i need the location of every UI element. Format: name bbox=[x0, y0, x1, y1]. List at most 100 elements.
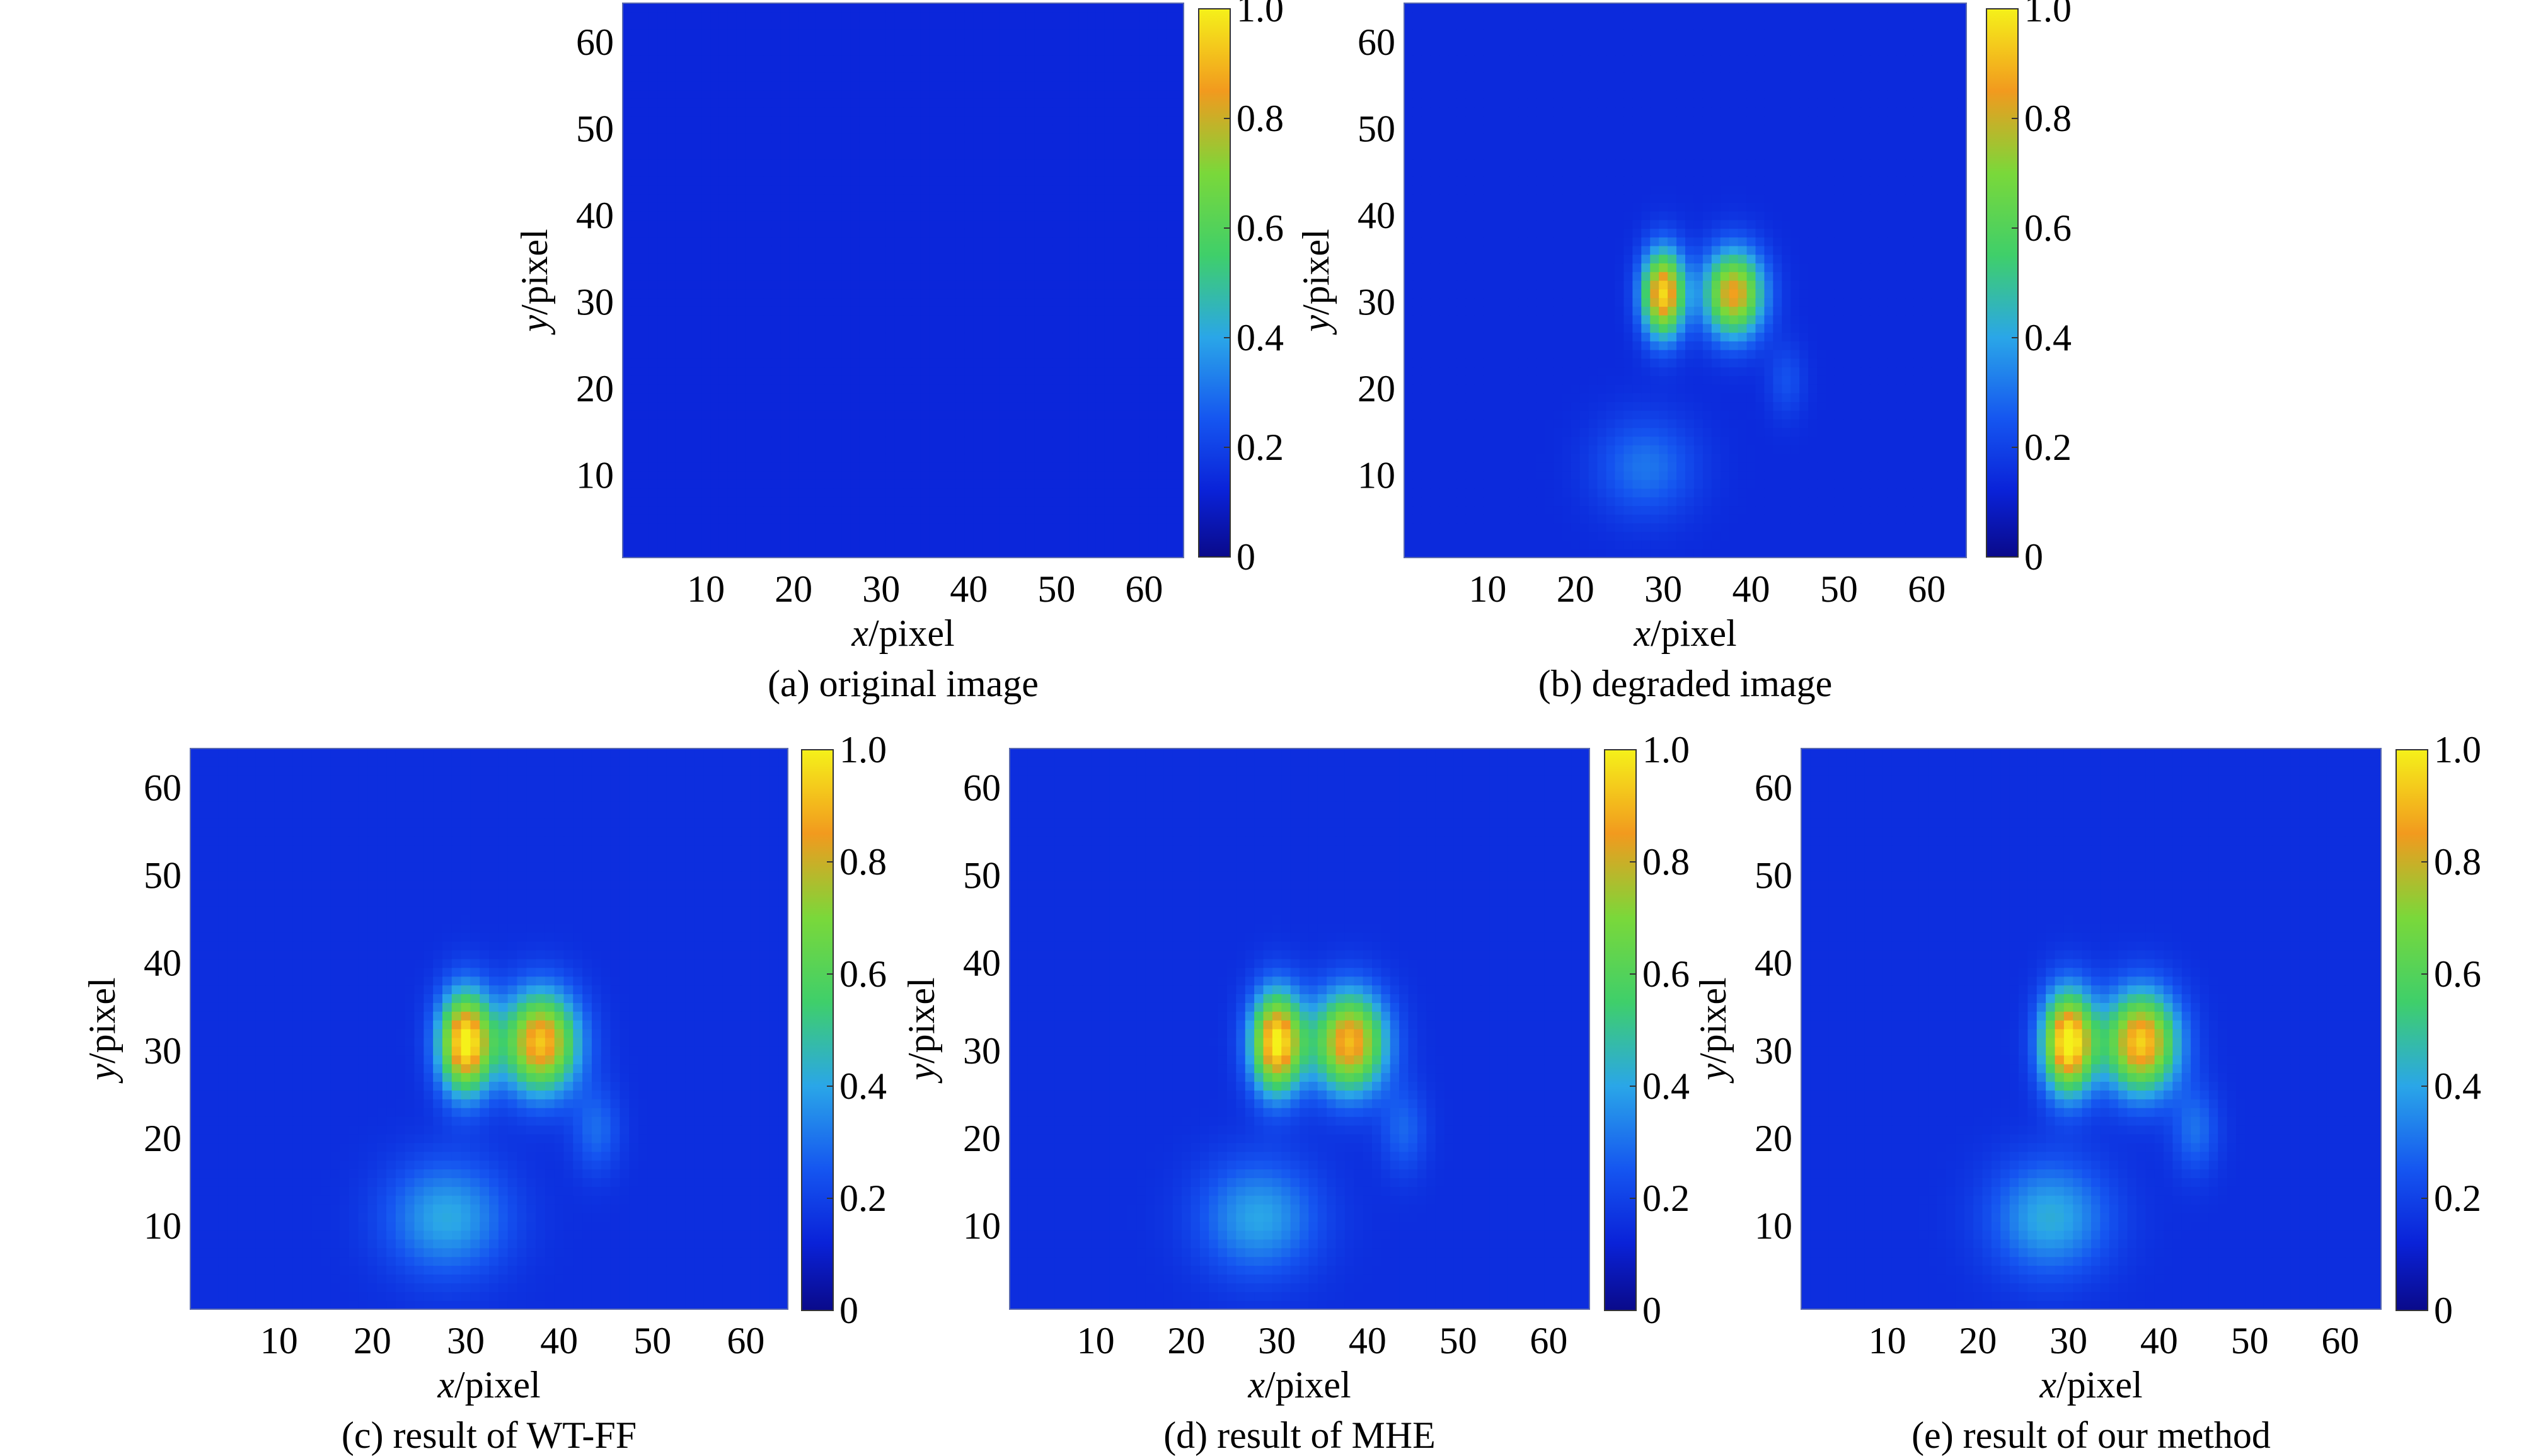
heatmap-cell bbox=[701, 514, 711, 524]
heatmap-cell bbox=[929, 98, 939, 108]
heatmap-cell bbox=[1139, 246, 1149, 255]
heatmap-cell bbox=[955, 115, 965, 125]
heatmap-cell bbox=[911, 98, 921, 108]
heatmap-cell bbox=[1518, 523, 1528, 532]
heatmap-cell bbox=[623, 46, 632, 56]
heatmap-cell bbox=[982, 81, 991, 91]
heatmap-cell bbox=[1104, 306, 1114, 316]
heatmap-cell bbox=[1043, 540, 1053, 549]
heatmap-cell bbox=[1052, 358, 1061, 368]
heatmap-cell bbox=[833, 81, 843, 91]
heatmap-cell bbox=[833, 246, 843, 255]
heatmap-cell bbox=[911, 3, 921, 13]
heatmap-cell bbox=[885, 159, 895, 168]
heatmap-cell bbox=[1650, 479, 1659, 489]
heatmap-cell bbox=[991, 531, 1000, 541]
heatmap-cell bbox=[1087, 531, 1097, 541]
heatmap-cell bbox=[868, 11, 877, 21]
heatmap-cell bbox=[982, 454, 991, 463]
heatmap-cell bbox=[736, 150, 746, 160]
heatmap-cell bbox=[727, 540, 737, 549]
heatmap-cell bbox=[657, 488, 667, 498]
heatmap-cell bbox=[1078, 150, 1088, 160]
heatmap-cell bbox=[1157, 72, 1167, 82]
heatmap-cell bbox=[1175, 272, 1184, 281]
heatmap-cell bbox=[1746, 445, 1756, 454]
heatmap-cell bbox=[649, 107, 659, 117]
heatmap-cell bbox=[929, 384, 939, 394]
heatmap-cell bbox=[623, 375, 632, 385]
heatmap-cell bbox=[1078, 280, 1088, 290]
x-tick-label: 30 bbox=[862, 568, 900, 610]
heatmap-cell bbox=[859, 98, 868, 108]
heatmap-cell bbox=[631, 11, 641, 21]
heatmap-cell bbox=[1025, 133, 1035, 142]
heatmap-cell bbox=[877, 89, 886, 99]
heatmap-cell bbox=[1579, 488, 1589, 498]
heatmap-cell bbox=[1843, 531, 1853, 541]
heatmap-cell bbox=[903, 350, 913, 359]
heatmap-cell bbox=[754, 254, 764, 264]
heatmap-cell bbox=[850, 297, 860, 307]
heatmap-cell bbox=[1166, 38, 1175, 47]
heatmap-cell bbox=[1043, 159, 1053, 168]
heatmap-cell bbox=[666, 159, 676, 168]
heatmap-cell bbox=[1087, 488, 1097, 498]
heatmap-cell bbox=[1122, 350, 1132, 359]
heatmap-cell bbox=[815, 540, 825, 549]
heatmap-cell bbox=[1166, 193, 1175, 203]
heatmap-cell bbox=[911, 81, 921, 91]
heatmap-cell bbox=[666, 272, 676, 281]
heatmap-cell bbox=[955, 488, 965, 498]
heatmap-cell bbox=[1527, 479, 1536, 489]
heatmap-cell bbox=[727, 419, 737, 428]
heatmap-cell bbox=[1905, 462, 1914, 472]
heatmap-cell bbox=[710, 454, 720, 463]
heatmap-cell bbox=[1078, 72, 1088, 82]
heatmap-cell bbox=[754, 55, 764, 64]
heatmap-cell bbox=[1034, 150, 1044, 160]
heatmap-cell bbox=[745, 297, 755, 307]
heatmap-cell bbox=[1913, 462, 1923, 472]
heatmap-cell bbox=[1113, 445, 1123, 454]
heatmap-cell bbox=[1069, 159, 1079, 168]
heatmap-cell bbox=[798, 72, 807, 82]
heatmap-cell bbox=[1043, 375, 1053, 385]
heatmap-cell bbox=[850, 246, 860, 255]
heatmap-cell bbox=[929, 81, 939, 91]
heatmap-cell bbox=[1545, 462, 1554, 472]
heatmap-cell bbox=[850, 306, 860, 316]
heatmap-cell bbox=[657, 315, 667, 324]
heatmap-cell bbox=[859, 384, 868, 394]
heatmap-cell bbox=[701, 367, 711, 376]
heatmap-cell bbox=[763, 384, 773, 394]
heatmap-cell bbox=[991, 211, 1000, 221]
heatmap-cell bbox=[1799, 488, 1809, 498]
heatmap-cell bbox=[1148, 523, 1158, 532]
heatmap-cell bbox=[1104, 263, 1114, 272]
heatmap-cell bbox=[1061, 471, 1070, 480]
heatmap-cell bbox=[710, 523, 720, 532]
heatmap-cell bbox=[999, 176, 1009, 186]
heatmap-cell bbox=[807, 306, 816, 316]
heatmap-cell bbox=[1095, 20, 1105, 30]
heatmap-cell bbox=[1676, 436, 1686, 445]
heatmap-cell bbox=[1166, 228, 1175, 238]
heatmap-cell bbox=[1702, 479, 1712, 489]
heatmap-cell bbox=[1104, 176, 1114, 186]
heatmap-cell bbox=[1166, 540, 1175, 549]
heatmap-cell bbox=[938, 505, 948, 515]
heatmap-cell bbox=[955, 393, 965, 403]
heatmap-cell bbox=[824, 11, 834, 21]
heatmap-cell bbox=[1034, 384, 1044, 394]
heatmap-cell bbox=[1043, 358, 1053, 368]
heatmap-cell bbox=[1052, 332, 1061, 341]
heatmap-cell bbox=[1887, 514, 1897, 524]
heatmap-cell bbox=[684, 297, 693, 307]
heatmap-cell bbox=[947, 462, 957, 472]
heatmap-cell bbox=[1878, 445, 1888, 454]
heatmap-cell bbox=[1087, 280, 1097, 290]
heatmap-cell bbox=[1113, 38, 1123, 47]
heatmap-cell bbox=[999, 375, 1009, 385]
heatmap-cell bbox=[1095, 133, 1105, 142]
